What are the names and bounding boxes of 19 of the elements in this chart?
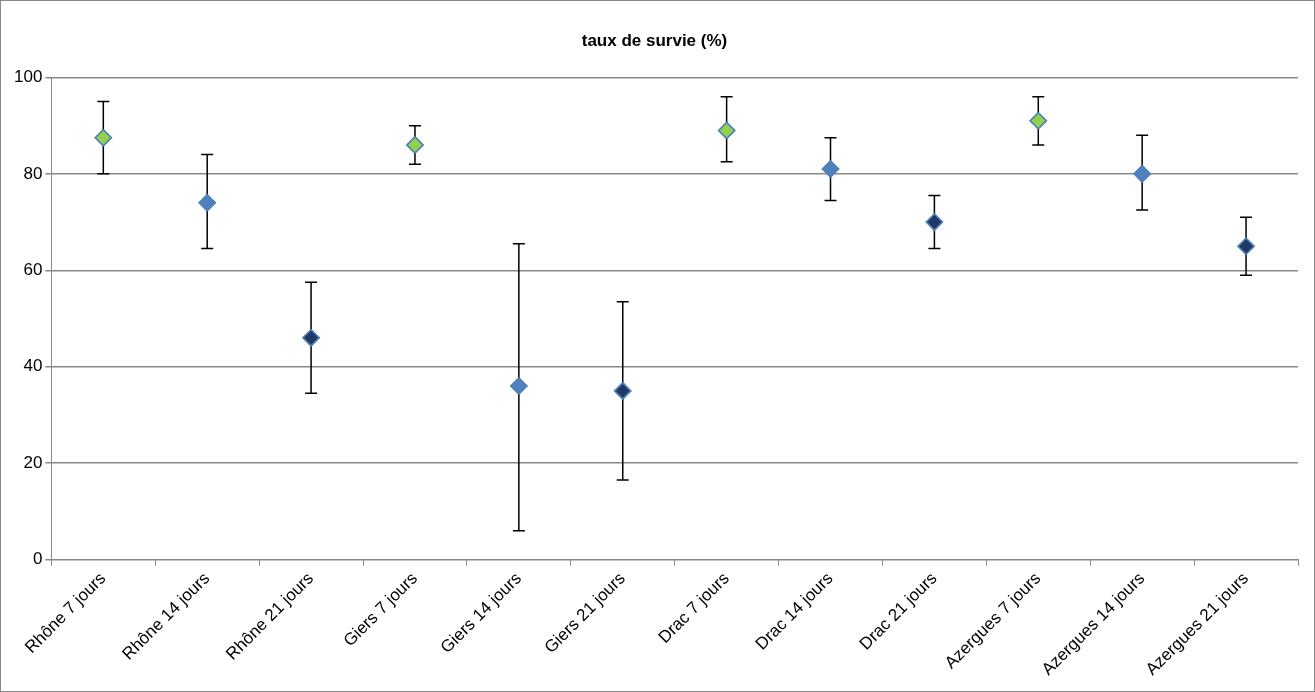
point [510,377,528,395]
point [1029,112,1048,130]
y-tick-label: 80 [23,163,43,183]
chart-title: taux de survie (%) [581,30,728,50]
y-tick-label: 40 [23,356,43,376]
y-tick-label: 20 [23,452,43,472]
point [198,194,216,212]
y-tick-label: 0 [32,549,43,569]
point [717,121,736,140]
point [302,329,320,347]
point [925,213,944,231]
y-tick-label: 100 [13,67,43,87]
point [406,136,424,154]
point [613,382,632,400]
point [1133,165,1151,183]
point [821,160,840,178]
point [94,128,113,147]
y-tick-label: 60 [23,260,43,279]
point [1237,237,1255,255]
